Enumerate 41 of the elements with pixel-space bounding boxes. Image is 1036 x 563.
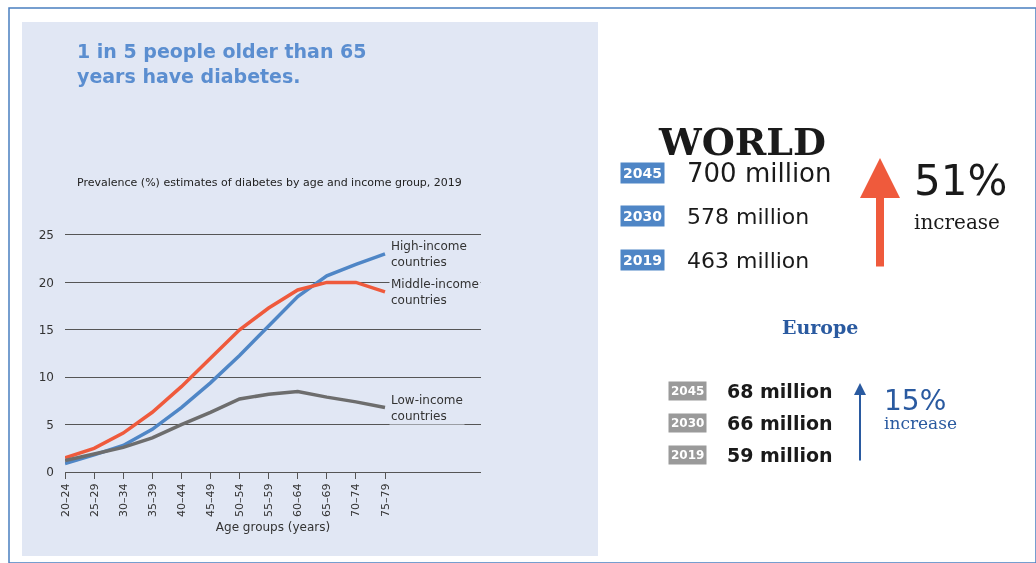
text: 2019 bbox=[671, 448, 705, 462]
y-tick-label: 25 bbox=[38, 228, 54, 243]
chart-title: 1 in 5 people older than 65 years have diabetes. bbox=[77, 40, 367, 87]
text: 59 million bbox=[727, 444, 833, 466]
text: Europe bbox=[782, 316, 859, 338]
x-tick-label: 75–79 bbox=[378, 483, 392, 517]
x-tick-label: 45–49 bbox=[204, 483, 218, 517]
line-series bbox=[65, 280, 387, 460]
x-tick-label: 20–24 bbox=[58, 483, 72, 517]
x-tick-label: 55–59 bbox=[262, 483, 276, 517]
text: 2045 bbox=[623, 165, 662, 181]
x-tick-label: 40–44 bbox=[174, 483, 188, 517]
y-tick-label: 0 bbox=[46, 465, 54, 480]
text: 463 million bbox=[687, 248, 810, 273]
x-axis-title: Age groups (years) bbox=[215, 519, 331, 534]
x-tick-label: 35–39 bbox=[145, 483, 159, 517]
x-tick-label: 25–29 bbox=[87, 483, 101, 517]
y-tick-label: 20 bbox=[38, 275, 54, 290]
text: 2030 bbox=[623, 208, 663, 224]
text: 66 million bbox=[727, 412, 833, 434]
text: 2045 bbox=[671, 384, 705, 398]
x-tick-label: 70–74 bbox=[349, 483, 363, 517]
text: 700 million bbox=[687, 158, 832, 188]
chart-subtitle: Prevalence (%) estimates of diabetes by age and income group, 2019 bbox=[77, 176, 462, 189]
series-label: Low-income countries bbox=[391, 393, 463, 423]
series-label: Middle-income countries bbox=[391, 277, 479, 307]
series-label: High-income countries bbox=[391, 239, 467, 269]
x-tick-label: 50–54 bbox=[233, 483, 247, 517]
y-tick-label: 10 bbox=[38, 370, 54, 385]
text: 68 million bbox=[727, 380, 833, 402]
x-tick-label: 30–34 bbox=[116, 483, 130, 517]
y-tick-label: 5 bbox=[46, 417, 54, 432]
x-tick-label: 65–69 bbox=[320, 483, 334, 517]
text: 51% bbox=[914, 156, 1008, 205]
x-tick-label: 60–64 bbox=[291, 483, 305, 517]
text: increase bbox=[914, 210, 1000, 234]
text: 2030 bbox=[671, 416, 705, 430]
text: 2019 bbox=[623, 252, 662, 268]
y-tick-label: 15 bbox=[38, 323, 54, 337]
text: 578 million bbox=[687, 204, 810, 229]
line-series bbox=[65, 389, 387, 463]
